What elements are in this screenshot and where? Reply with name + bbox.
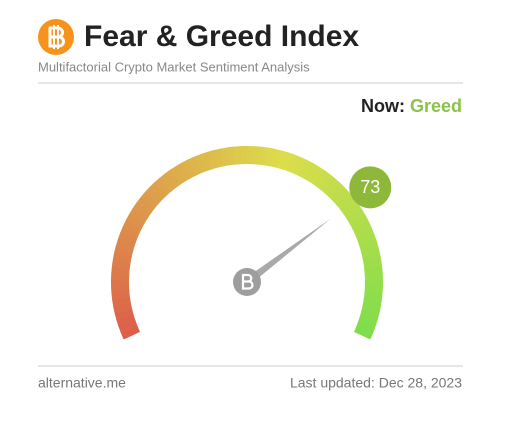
updated: Last updated: Dec 28, 2023 [290,375,462,391]
status-line: Now: Greed [361,96,462,116]
status: Greed [410,96,462,116]
subtitle: Multifactorial Crypto Market Sentiment A… [38,59,310,74]
needle [244,218,331,286]
value-badge [349,166,392,209]
gauge-arc [111,146,383,340]
source: alternative.me [38,375,126,391]
title: Fear & Greed Index [84,20,359,53]
status-label: Now: [361,96,405,116]
value-label: 73 [360,177,380,197]
arc-segment [353,326,373,340]
bitcoin-logo [38,19,74,55]
hub-logo [241,273,254,290]
needle-hub [233,268,261,296]
